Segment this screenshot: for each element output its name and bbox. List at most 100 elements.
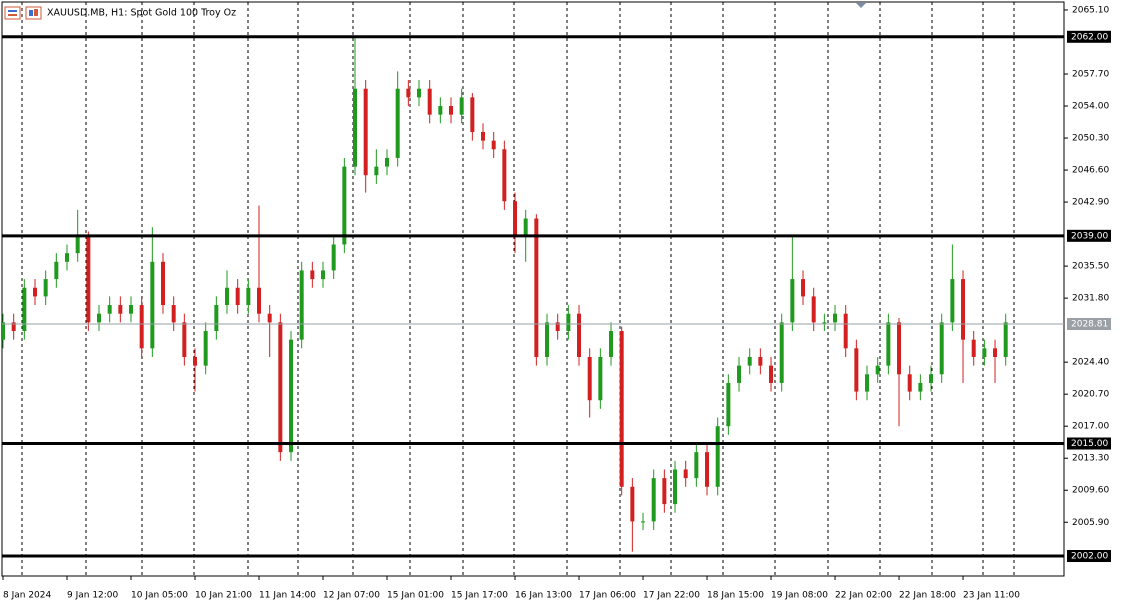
candle-body	[737, 365, 742, 383]
candle-body	[299, 270, 304, 340]
x-tick-label: 11 Jan 14:00	[259, 591, 316, 601]
candle-body	[598, 356, 603, 401]
y-tick-label: 2050.30	[1072, 134, 1109, 144]
candle-body	[97, 313, 102, 323]
candle-body	[289, 339, 294, 453]
candle-body	[929, 374, 934, 383]
current-price-label: 2028.81	[1071, 320, 1108, 330]
candle-body	[587, 356, 592, 401]
candle-body	[758, 356, 763, 366]
candle-body	[790, 279, 795, 323]
candle-body	[779, 322, 784, 383]
y-tick-label: 2024.40	[1072, 358, 1109, 368]
candle-body	[139, 305, 144, 349]
candle-body	[107, 305, 112, 314]
candle-body	[1, 322, 5, 340]
candle-body	[86, 235, 91, 323]
candle-body	[822, 322, 827, 324]
x-tick-label: 16 Jan 13:00	[515, 591, 572, 601]
y-tick-label: 2046.60	[1072, 166, 1109, 176]
candle-body	[214, 305, 219, 332]
x-tick-label: 19 Jan 08:00	[771, 591, 828, 601]
candle-body	[897, 322, 902, 375]
candle-body	[161, 261, 166, 306]
icon	[25, 6, 42, 20]
candle-body	[406, 88, 411, 98]
candle-body	[54, 261, 59, 280]
x-tick-label: 15 Jan 01:00	[387, 591, 444, 601]
candle-body	[854, 348, 859, 392]
candle-body	[363, 88, 368, 176]
candle-body	[225, 287, 230, 306]
candle-body	[566, 313, 571, 332]
candle-body	[865, 374, 870, 392]
y-tick-label: 2020.70	[1072, 390, 1109, 400]
icon	[8, 14, 17, 16]
candle-body	[193, 356, 198, 366]
candle-body	[577, 313, 582, 357]
candle-body	[875, 365, 880, 375]
candle-body	[417, 88, 422, 98]
candle-body	[683, 469, 688, 479]
x-tick-label: 12 Jan 07:00	[323, 591, 380, 601]
candle-body	[182, 322, 187, 357]
candle-body	[993, 348, 998, 357]
candle-body	[843, 313, 848, 349]
candle-body	[971, 339, 976, 357]
shift-marker	[856, 3, 866, 8]
level-label: 2039.00	[1071, 231, 1108, 241]
candle-body	[502, 149, 507, 202]
candle-body	[641, 521, 646, 523]
candle-body	[118, 305, 123, 314]
candle-body	[609, 331, 614, 357]
candle-body	[747, 356, 752, 366]
candle-body	[651, 478, 656, 522]
candle-body	[769, 365, 774, 383]
x-tick-label: 22 Jan 02:00	[835, 591, 892, 601]
level-box	[1067, 550, 1111, 563]
y-tick-label: 2057.70	[1072, 69, 1109, 79]
candle-body	[1003, 322, 1008, 357]
candle-body	[481, 131, 486, 141]
candle-body	[331, 244, 336, 271]
candle-body	[662, 478, 667, 505]
candle-body	[171, 305, 176, 323]
level-label: 2002.00	[1071, 552, 1108, 562]
candle-body	[961, 279, 966, 340]
candle-body	[257, 287, 262, 314]
candle-body	[555, 322, 560, 332]
candle-body	[950, 279, 955, 323]
candle-body	[43, 279, 48, 297]
icon	[8, 10, 17, 12]
x-tick-label: 17 Jan 06:00	[579, 591, 636, 601]
plot-frame	[1, 1, 1065, 577]
candle-body	[33, 287, 38, 297]
candle-body	[22, 287, 27, 332]
icon	[4, 6, 21, 20]
candle-body	[886, 322, 891, 366]
candle-body	[545, 322, 550, 357]
candle-body	[385, 157, 390, 167]
candle-body	[491, 140, 496, 150]
candle-body	[267, 313, 272, 323]
x-tick-label: 9 Jan 12:00	[67, 591, 119, 601]
candle-body	[321, 270, 326, 280]
level-box	[1067, 229, 1111, 242]
candle-body	[75, 235, 80, 254]
level-box	[1067, 437, 1111, 450]
y-tick-label: 2009.60	[1072, 486, 1109, 496]
candle-body	[150, 261, 155, 349]
candle-body	[811, 296, 816, 323]
candle-body	[278, 322, 283, 453]
candle-body	[470, 97, 475, 132]
y-tick-label: 2031.80	[1072, 294, 1109, 304]
y-tick-label: 2035.50	[1072, 262, 1109, 272]
candle-body	[523, 218, 528, 236]
candle-body	[395, 88, 400, 158]
candle-body	[246, 287, 251, 306]
x-tick-label: 17 Jan 22:00	[643, 591, 700, 601]
candle-body	[801, 279, 806, 297]
level-label: 2062.00	[1071, 32, 1108, 42]
candle-body	[833, 313, 838, 323]
